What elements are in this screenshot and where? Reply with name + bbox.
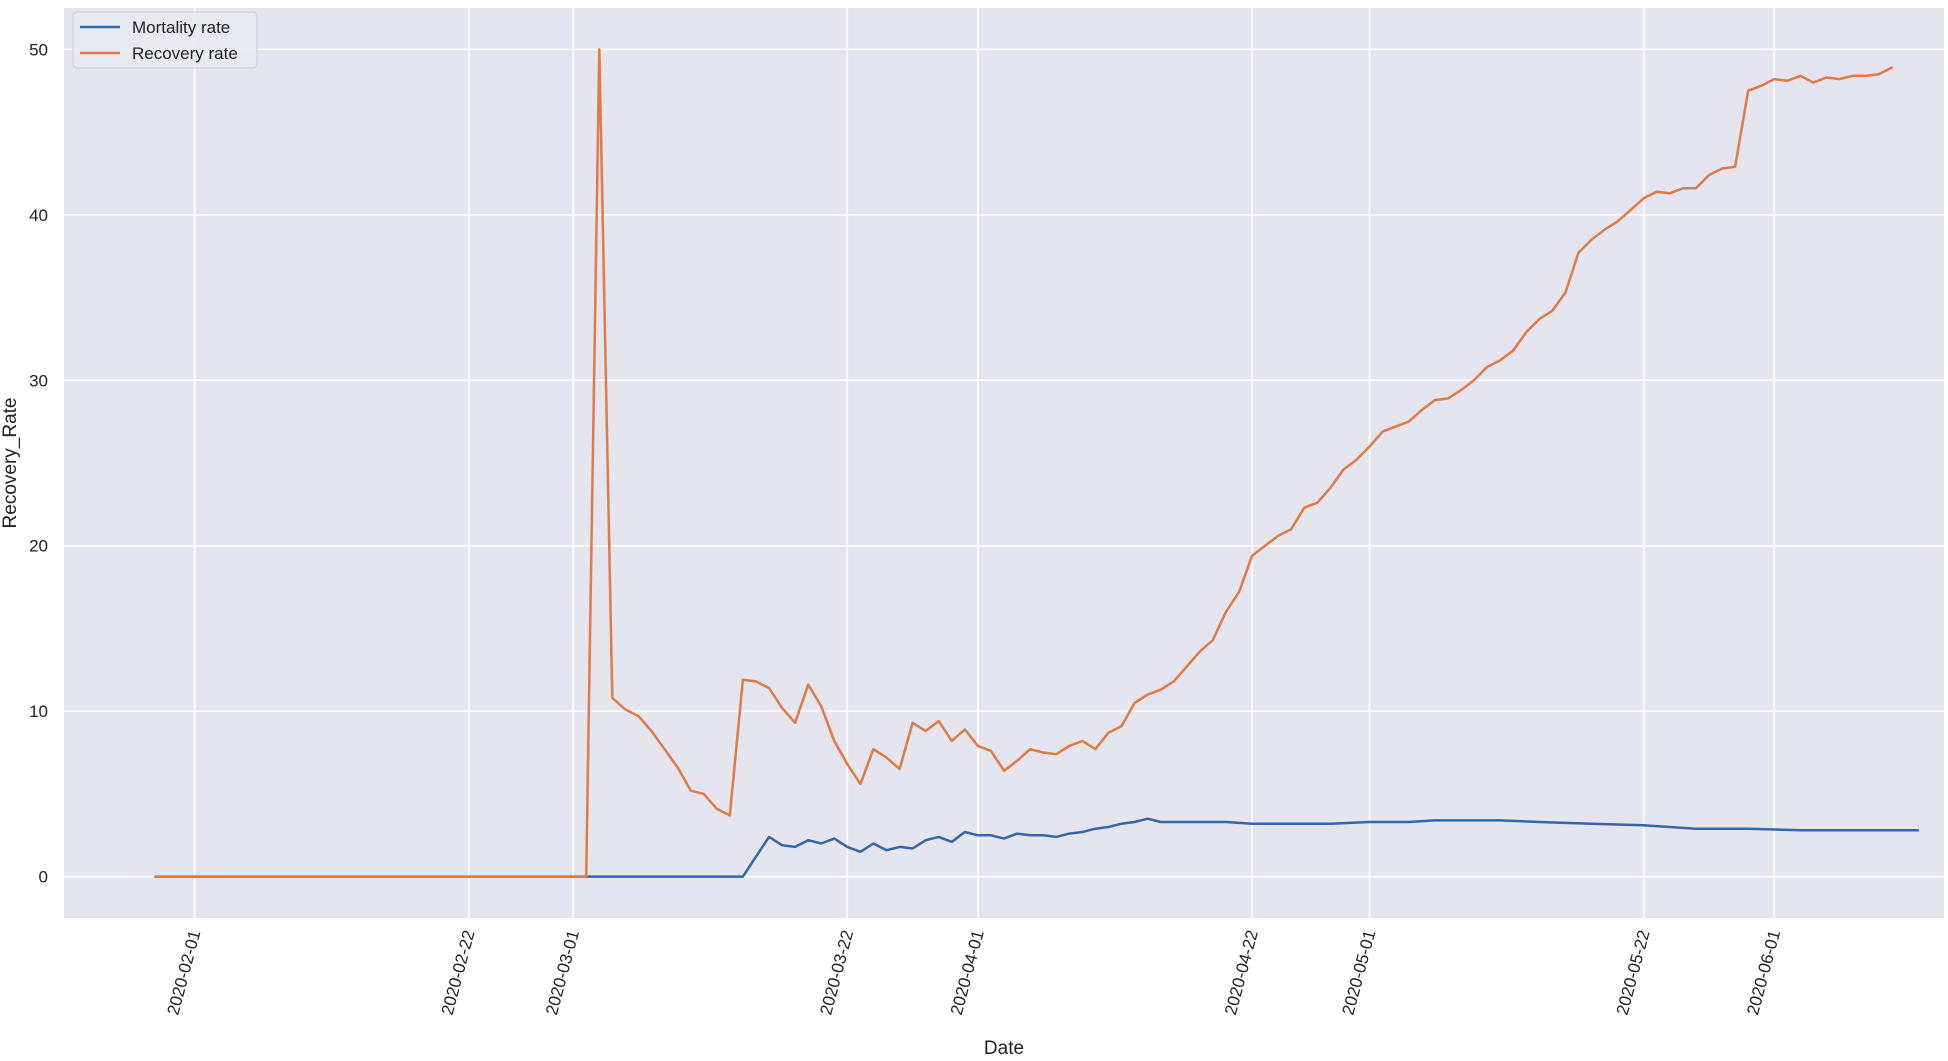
- y-tick-label: 20: [29, 537, 48, 556]
- y-tick-label: 10: [29, 702, 48, 721]
- y-axis-tick-labels: 0 10 20 30 40 50: [29, 40, 48, 886]
- series-line-recovery-rate: [154, 48, 1894, 878]
- y-tick-label: 0: [39, 868, 48, 887]
- x-axis-tick-labels: 2020-02-01 2020-02-22 2020-03-01 2020-03-22…: [164, 928, 1785, 1017]
- series-lines: [154, 48, 1920, 878]
- x-tick-label: 2020-04-22: [1221, 928, 1262, 1017]
- plot-background: [64, 8, 1944, 918]
- x-tick-label: 2020-04-01: [947, 928, 988, 1017]
- x-tick-label: 2020-03-01: [542, 928, 583, 1017]
- legend: Mortality rate Recovery rate: [72, 11, 258, 69]
- x-tick-label: 2020-02-01: [164, 928, 205, 1017]
- x-tick-label: 2020-05-22: [1613, 928, 1654, 1017]
- series-line-mortality-rate: [154, 817, 1920, 878]
- legend-label-recovery: Recovery rate: [132, 44, 238, 63]
- x-tick-label: 2020-05-01: [1339, 928, 1380, 1017]
- legend-label-mortality: Mortality rate: [132, 18, 230, 37]
- x-axis-label: Date: [984, 1038, 1024, 1056]
- x-tick-label: 2020-02-22: [438, 928, 479, 1017]
- y-tick-label: 40: [29, 206, 48, 225]
- x-tick-label: 2020-03-22: [816, 928, 857, 1017]
- y-tick-label: 30: [29, 371, 48, 390]
- y-axis-label: Recovery_Rate: [0, 398, 21, 529]
- x-tick-label: 2020-06-01: [1743, 928, 1784, 1017]
- y-tick-label: 50: [29, 40, 48, 59]
- grid-lines: [64, 8, 1944, 918]
